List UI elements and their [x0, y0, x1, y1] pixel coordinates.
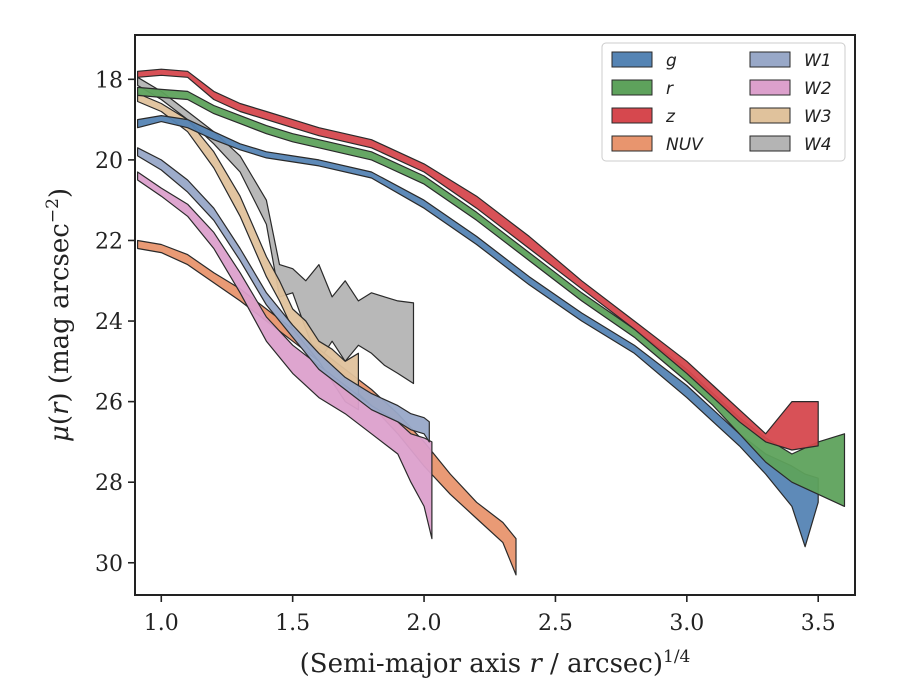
legend-label-z: z [665, 107, 676, 127]
legend-swatch-z [611, 107, 653, 124]
band-r [137, 86, 846, 507]
x-axis: 1.0 1.5 2.0 2.5 3.0 3.5 [144, 595, 836, 636]
legend-swatch-g [611, 51, 653, 68]
x-tick-label: 1.5 [275, 611, 310, 636]
legend-swatch-w4 [749, 135, 791, 152]
chart-bands [137, 68, 846, 576]
x-tick-label: 1.0 [144, 611, 179, 636]
legend-frame [601, 42, 846, 162]
legend-label-r: r [666, 79, 674, 99]
legend-swatch-r [611, 79, 653, 96]
legend-swatch-w1 [749, 51, 791, 68]
y-tick-label: 24 [95, 310, 123, 335]
y-axis-label: μ(r) (mag arcsec−2) [43, 188, 75, 442]
legend-label-nuv: NUV [666, 135, 704, 155]
y-tick-label: 22 [95, 229, 123, 254]
x-tick-label: 2.5 [538, 611, 573, 636]
legend-label-w2: W2 [804, 79, 832, 99]
y-tick-label: 26 [95, 391, 123, 416]
legend-swatch-w2 [749, 79, 791, 96]
band-g [137, 114, 819, 548]
x-tick-label: 2.0 [407, 611, 442, 636]
legend-swatch-w3 [749, 107, 791, 124]
band-w4 [137, 76, 415, 385]
y-tick-label: 30 [95, 552, 123, 577]
legend-label-w3: W3 [804, 107, 832, 127]
x-tick-label: 3.0 [669, 611, 704, 636]
plot-frame [134, 34, 856, 596]
legend-label-w4: W4 [804, 135, 832, 155]
y-tick-label: 20 [95, 149, 123, 174]
band-w1 [137, 147, 430, 443]
y-tick-label: 18 [95, 68, 123, 93]
legend-label-w1: W1 [804, 51, 832, 71]
band-w2 [137, 171, 433, 540]
legend-swatch-nuv [611, 135, 653, 152]
x-tick-label: 3.5 [801, 611, 836, 636]
legend: grz NUV W1 W2 W3 W4 [601, 42, 846, 162]
y-axis: 18 20 22 24 26 28 30 [95, 68, 135, 577]
y-tick-label: 28 [95, 471, 123, 496]
x-axis-label: (Semi-major axis r / arcsec)1/4 [300, 647, 691, 679]
band-z [137, 68, 819, 451]
legend-label-g: g [666, 51, 677, 71]
